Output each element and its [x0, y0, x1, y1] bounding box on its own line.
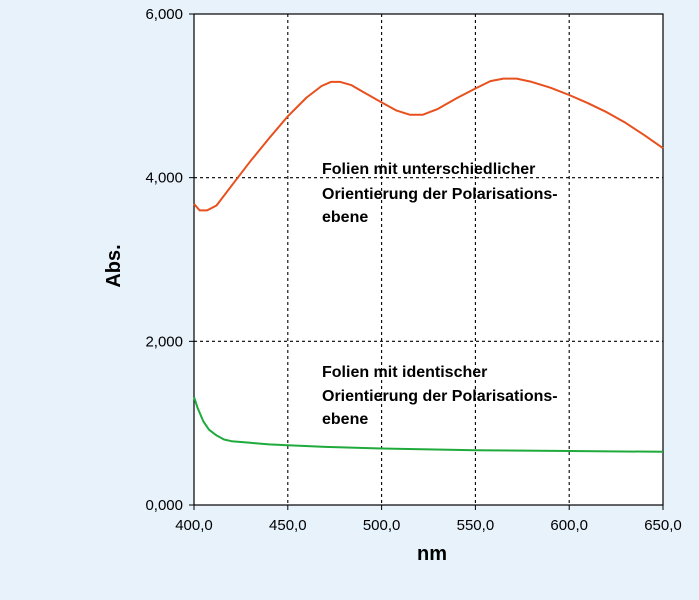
x-axis-ticks: 400,0 450,0 500,0 550,0 600,0 650,0: [175, 505, 682, 534]
y-axis-label: Abs.: [103, 244, 125, 287]
grid-lines: [194, 14, 663, 505]
x-tick-label: 400,0: [175, 517, 213, 534]
plot-area: [193, 13, 664, 506]
x-tick-label: 650,0: [644, 517, 682, 534]
x-tick-label: 600,0: [550, 517, 588, 534]
y-axis-ticks: 0,000 2,000 4,000 6,000: [145, 6, 194, 514]
x-tick-label: 450,0: [269, 517, 307, 534]
annotation-1-line-2: Orientierung der Polarisations-: [322, 186, 558, 203]
annotation-1-line-1: Folien mit unterschiedlicher: [322, 161, 535, 178]
x-axis-label: nm: [417, 543, 447, 565]
annotation-2-line-2: Orientierung der Polarisations-: [322, 388, 558, 405]
y-tick-label: 6,000: [145, 6, 183, 23]
annotation-1-line-3: ebene: [322, 209, 368, 226]
series-line-2: [193, 396, 664, 453]
annotation-2-line-1: Folien mit identischer: [322, 364, 487, 381]
series-line-1: [193, 77, 664, 212]
x-tick-label: 550,0: [457, 517, 495, 534]
y-tick-label: 4,000: [145, 170, 183, 187]
annotation-2-line-3: ebene: [322, 411, 368, 428]
series-group: [193, 77, 664, 453]
x-tick-label: 500,0: [363, 517, 401, 534]
y-tick-label: 2,000: [145, 333, 183, 350]
y-tick-label: 0,000: [145, 497, 183, 514]
